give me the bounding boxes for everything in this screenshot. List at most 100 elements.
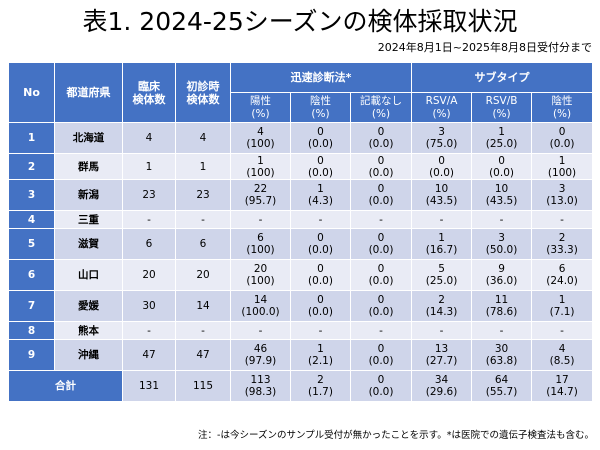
value-cell: 10 (43.5) — [471, 179, 533, 211]
total-value-cell: 64 (55.7) — [471, 370, 533, 402]
initial-count: 23 — [175, 179, 231, 211]
value-cell: 5 (25.0) — [411, 259, 473, 291]
prefecture-name: 三重 — [54, 210, 123, 229]
subheader-cell: 陰性 (%) — [290, 92, 351, 123]
initial-count: 6 — [175, 228, 231, 260]
value-cell: 22 (95.7) — [230, 179, 291, 211]
value-cell: 0 (0.0) — [531, 122, 594, 154]
row-number: 2 — [8, 153, 55, 180]
header-no: No — [8, 62, 55, 123]
table-row: 4 三重 - - - - - - - - — [8, 210, 594, 229]
row-number: 3 — [8, 179, 55, 211]
value-cell: 1 (25.0) — [471, 122, 533, 154]
subheader-cell: 陰性 (%) — [531, 92, 594, 123]
row-number: 1 — [8, 122, 55, 154]
value-cell: - — [471, 210, 533, 229]
value-cell: 4 (100) — [230, 122, 291, 154]
value-cell: 6 (100) — [230, 228, 291, 260]
value-cell: - — [471, 321, 533, 340]
subheader-cell: 記載なし (%) — [349, 92, 413, 123]
value-cell: 1 (7.1) — [531, 290, 594, 322]
row-number: 7 — [8, 290, 55, 322]
subheader-cell: RSV/B (%) — [471, 92, 533, 123]
table-row: 8 熊本 - - - - - - - - — [8, 321, 594, 340]
value-cell: 0 (0.0) — [349, 179, 413, 211]
clinical-count: - — [122, 321, 176, 340]
subheader-cell: 陽性 (%) — [230, 92, 291, 123]
value-cell: 2 (33.3) — [531, 228, 594, 260]
value-cell: 0 (0.0) — [349, 339, 413, 371]
value-cell: 0 (0.0) — [290, 122, 351, 154]
header-prefecture: 都道府県 — [54, 62, 123, 123]
value-cell: 30 (63.8) — [471, 339, 533, 371]
prefecture-name: 山口 — [54, 259, 123, 291]
value-cell: 0 (0.0) — [349, 228, 413, 260]
total-value-cell: 0 (0.0) — [349, 370, 413, 402]
value-cell: 10 (43.5) — [411, 179, 473, 211]
value-cell: 0 (0.0) — [349, 122, 413, 154]
value-cell: 1 (100) — [230, 153, 291, 180]
table-row: 5 滋賀 6 6 6 (100) 0 (0.0) 0 (0.0) 1 (16.7) 3 (50.0) 2 (3… — [8, 228, 594, 260]
total-value-cell: 17 (14.7) — [531, 370, 594, 402]
clinical-count: 23 — [122, 179, 176, 211]
prefecture-name: 滋賀 — [54, 228, 123, 260]
row-number: 9 — [8, 339, 55, 371]
prefecture-name: 沖縄 — [54, 339, 123, 371]
initial-count: - — [175, 321, 231, 340]
row-number: 4 — [8, 210, 55, 229]
prefecture-name: 新潟 — [54, 179, 123, 211]
prefecture-name: 北海道 — [54, 122, 123, 154]
value-cell: 13 (27.7) — [411, 339, 473, 371]
table-row: 6 山口 20 20 20 (100) 0 (0.0) 0 (0.0) 5 (25.0) 9 (36.0)… — [8, 259, 594, 291]
value-cell: 0 (0.0) — [349, 290, 413, 322]
specimen-table: No 都道府県 臨床 検体数 初診時 検体数 迅速診断法* サブタイプ 陽性 (%) 陰… — [8, 62, 594, 402]
value-cell: 0 (0.0) — [290, 259, 351, 291]
clinical-count: 47 — [122, 339, 176, 371]
value-cell: 2 (14.3) — [411, 290, 473, 322]
clinical-count: 30 — [122, 290, 176, 322]
value-cell: 1 (4.3) — [290, 179, 351, 211]
value-cell: 3 (13.0) — [531, 179, 594, 211]
value-cell: - — [411, 321, 473, 340]
initial-count: - — [175, 210, 231, 229]
initial-count: 20 — [175, 259, 231, 291]
table-row: 1 北海道 4 4 4 (100) 0 (0.0) 0 (0.0) 3 (75.0) 1 (25.0) 0(… — [8, 122, 594, 154]
value-cell: - — [230, 321, 291, 340]
value-cell: 0 (0.0) — [349, 153, 413, 180]
clinical-count: 20 — [122, 259, 176, 291]
total-clinical-count: 131 — [122, 370, 176, 402]
total-value-cell: 113 (98.3) — [230, 370, 291, 402]
value-cell: - — [230, 210, 291, 229]
total-initial-count: 115 — [175, 370, 231, 402]
total-value-cell: 34 (29.6) — [411, 370, 473, 402]
value-cell: 0 (0.0) — [290, 290, 351, 322]
value-cell: - — [349, 321, 413, 340]
initial-count: 14 — [175, 290, 231, 322]
value-cell: - — [349, 210, 413, 229]
total-label: 合計 — [8, 370, 123, 402]
header-rapid-diagnosis: 迅速診断法* — [229, 62, 413, 93]
value-cell: 3 (75.0) — [411, 122, 473, 154]
value-cell: 1 (2.1) — [290, 339, 351, 371]
value-cell: 1 (100) — [531, 153, 594, 180]
row-number: 8 — [8, 321, 55, 340]
value-cell: - — [290, 321, 351, 340]
value-cell: 4 (8.5) — [531, 339, 594, 371]
value-cell: 20 (100) — [230, 259, 291, 291]
table-row: 9 沖縄 47 47 46 (97.9) 1 (2.1) 0 (0.0) 13 (27.7) 30 (63… — [8, 339, 594, 371]
row-number: 6 — [8, 259, 55, 291]
value-cell: 0 (0.0) — [290, 153, 351, 180]
prefecture-name: 熊本 — [54, 321, 123, 340]
subheader-cell: RSV/A (%) — [411, 92, 473, 123]
initial-count: 47 — [175, 339, 231, 371]
table-row: 3 新潟 23 23 22 (95.7) 1 (4.3) 0 (0.0) 10 (43.5) 10 (43… — [8, 179, 594, 211]
page-title: 表1. 2024-25シーズンの検体採取状況 — [82, 7, 518, 36]
value-cell: - — [411, 210, 473, 229]
clinical-count: - — [122, 210, 176, 229]
total-row: 合計 131 115 113 (98.3) 2 (1.7) 0 (0.0) 34 (29.6) 64(… — [8, 370, 594, 402]
header-subtype: サブタイプ — [411, 62, 594, 93]
footnote: 注：-は今シーズンのサンプル受付が無かったことを示す。*は医院での遺伝子検査法も… — [198, 430, 594, 441]
clinical-count: 4 — [122, 122, 176, 154]
prefecture-name: 愛媛 — [54, 290, 123, 322]
period-note: 2024年8月1日~2025年8月8日受付分まで — [377, 41, 592, 54]
